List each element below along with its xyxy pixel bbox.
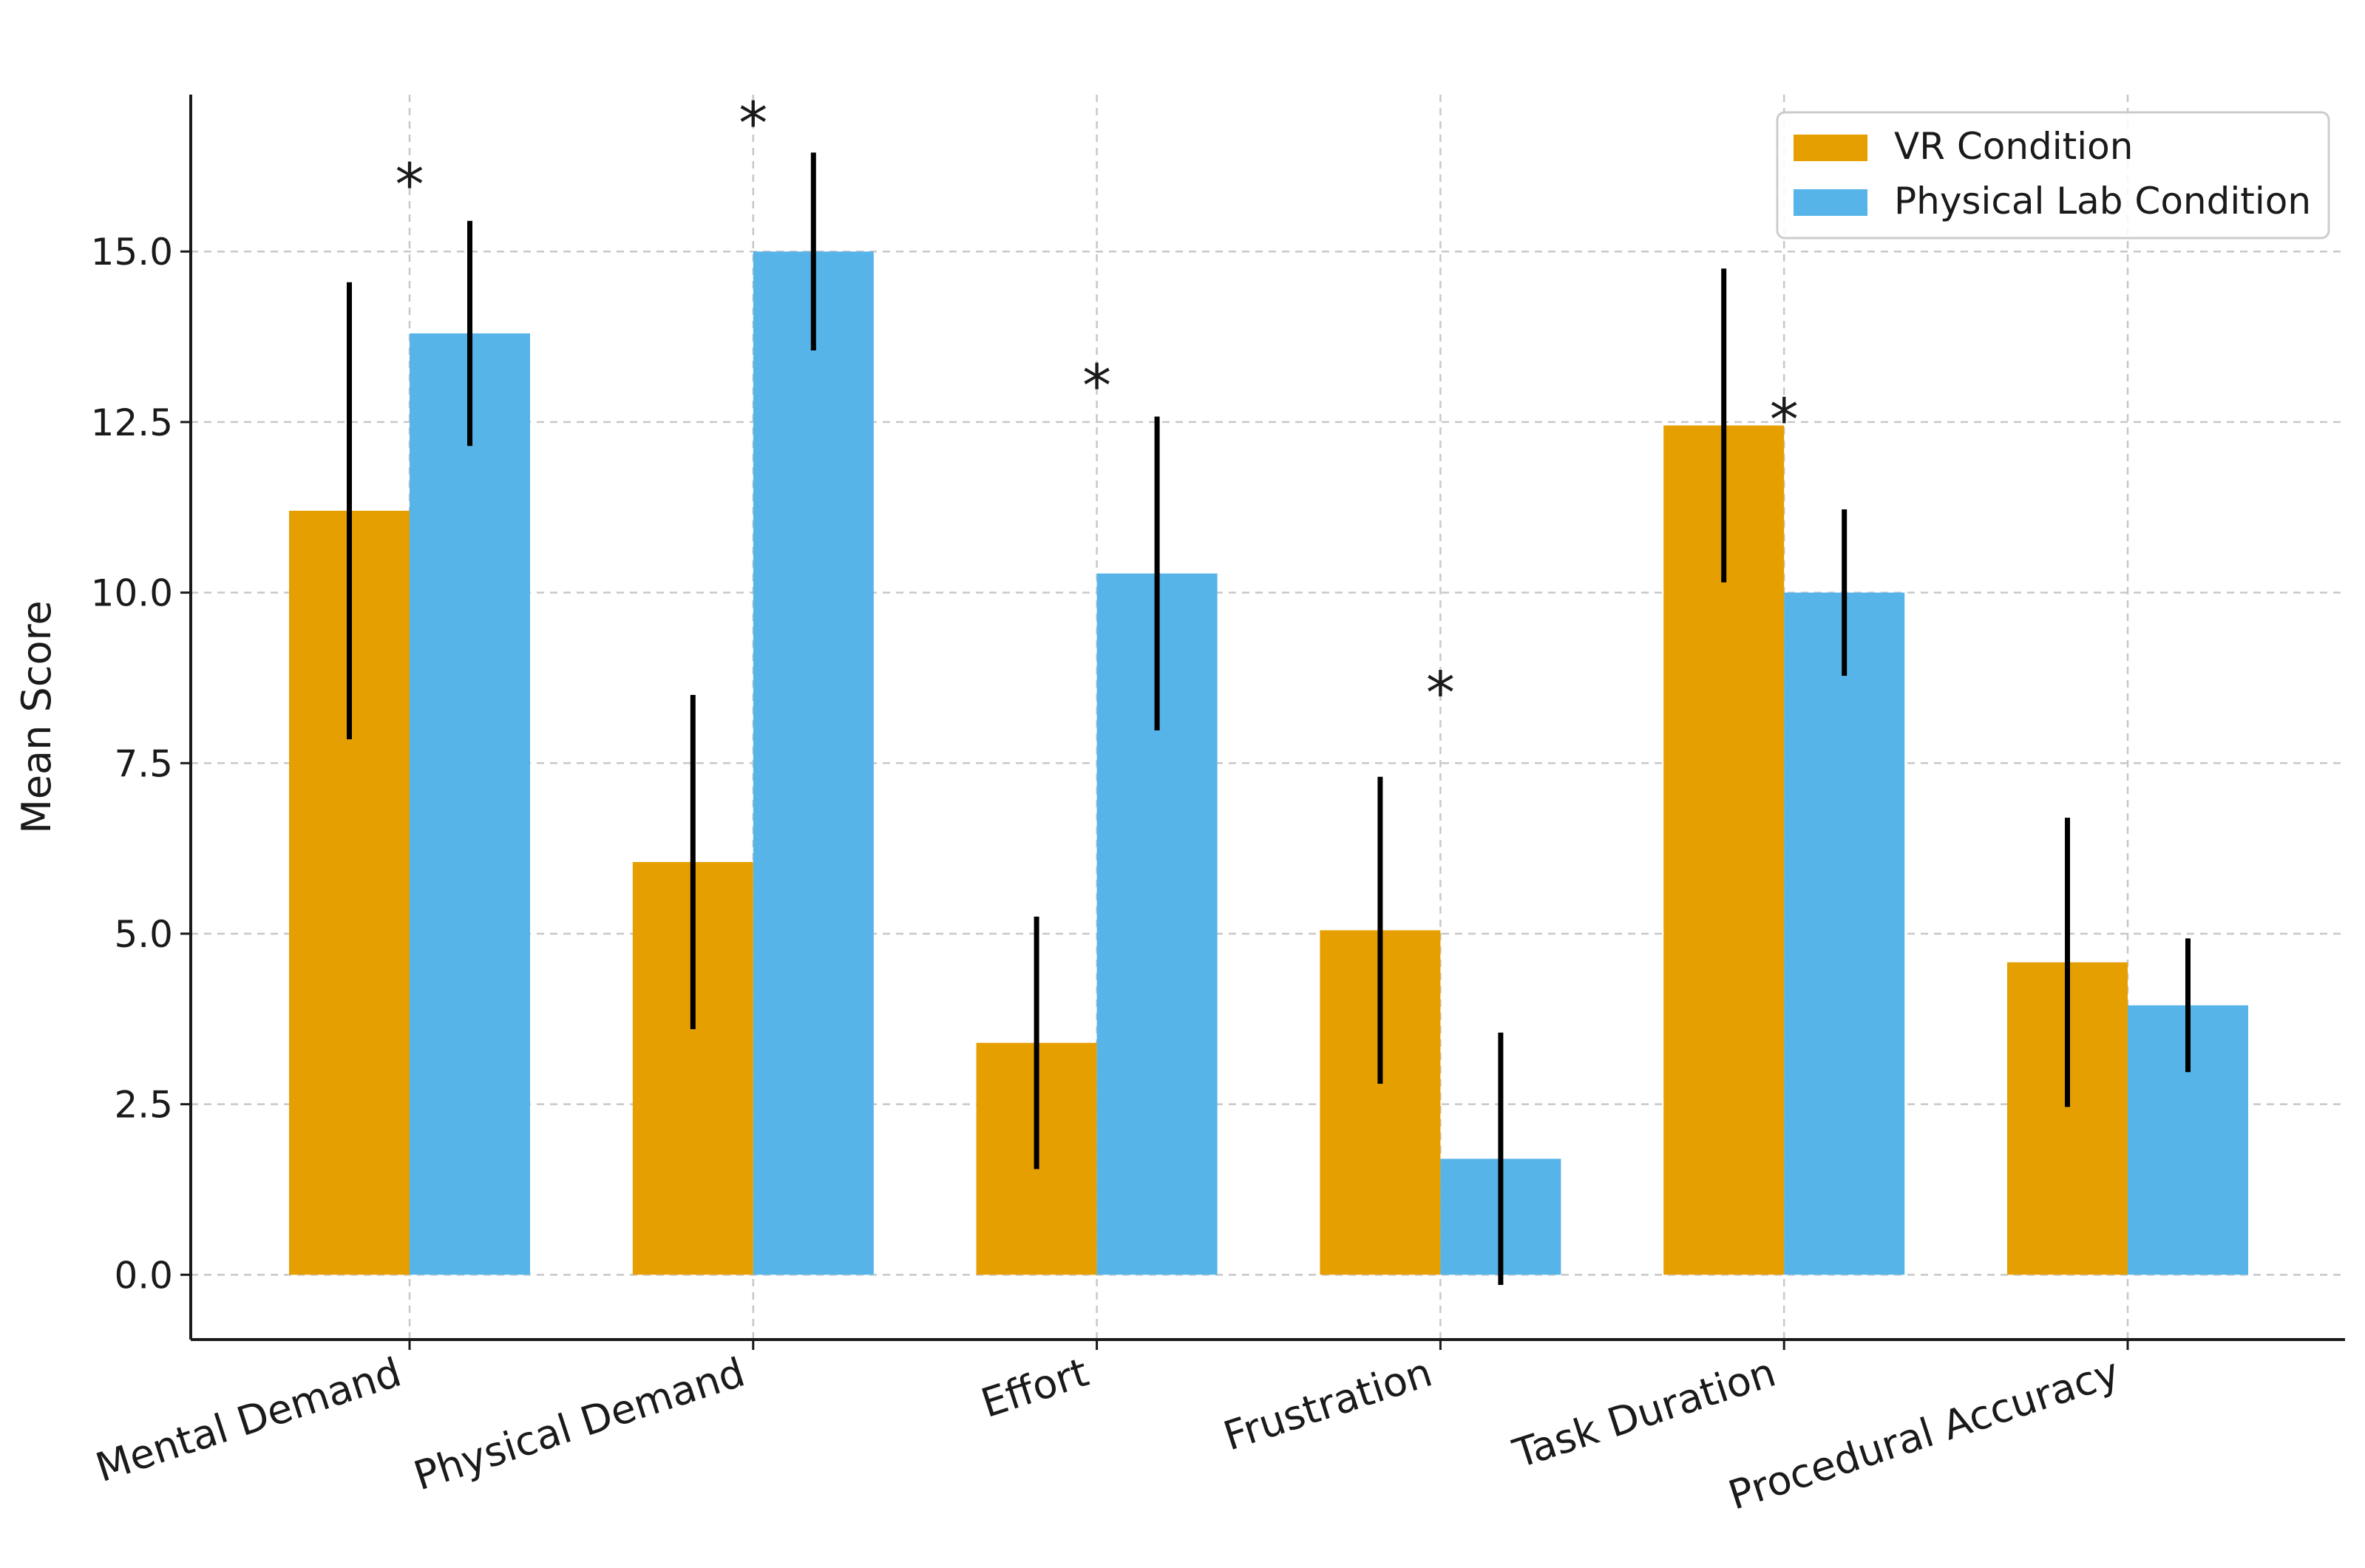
y-tick-label: 15.0 [91, 231, 173, 274]
y-tick-label: 2.5 [114, 1084, 173, 1127]
y-axis-title: Mean Score [13, 600, 60, 834]
significance-marker: * [1426, 660, 1455, 727]
legend: VR Condition Physical Lab Condition [1776, 111, 2330, 240]
significance-marker: * [739, 91, 767, 157]
bar-physical-lab [753, 251, 874, 1275]
legend-frame [1776, 111, 2330, 240]
legend-label: VR Condition [1894, 125, 2133, 168]
legend-label: Physical Lab Condition [1894, 180, 2311, 223]
y-tick-label: 0.0 [114, 1254, 173, 1297]
y-tick-label: 10.0 [91, 572, 173, 615]
x-tick-label: Mental Demand [90, 1348, 407, 1491]
significance-marker: * [1770, 387, 1799, 454]
x-tick-label: Procedural Accuracy [1723, 1348, 2125, 1518]
x-tick-label: Physical Demand [408, 1348, 750, 1499]
y-tick-label: 7.5 [114, 742, 173, 785]
bar-physical-lab [1784, 592, 1905, 1275]
legend-swatch-vr [1794, 135, 1867, 161]
x-tick-label: Task Duration [1507, 1348, 1782, 1477]
bar-physical-lab [410, 333, 530, 1275]
significance-marker: * [396, 152, 424, 219]
error-bar-layer [347, 152, 2191, 1286]
x-tick-label: Frustration [1218, 1348, 1438, 1459]
y-tick-label: 12.5 [91, 401, 173, 444]
x-tick-label: Effort [976, 1348, 1094, 1427]
legend-swatch-physical-lab [1794, 189, 1867, 216]
significance-marker: * [1082, 353, 1111, 420]
annotation-layer: * * * * * [396, 91, 1799, 727]
y-tick-label: 5.0 [114, 913, 173, 956]
bar-layer [289, 251, 2248, 1275]
